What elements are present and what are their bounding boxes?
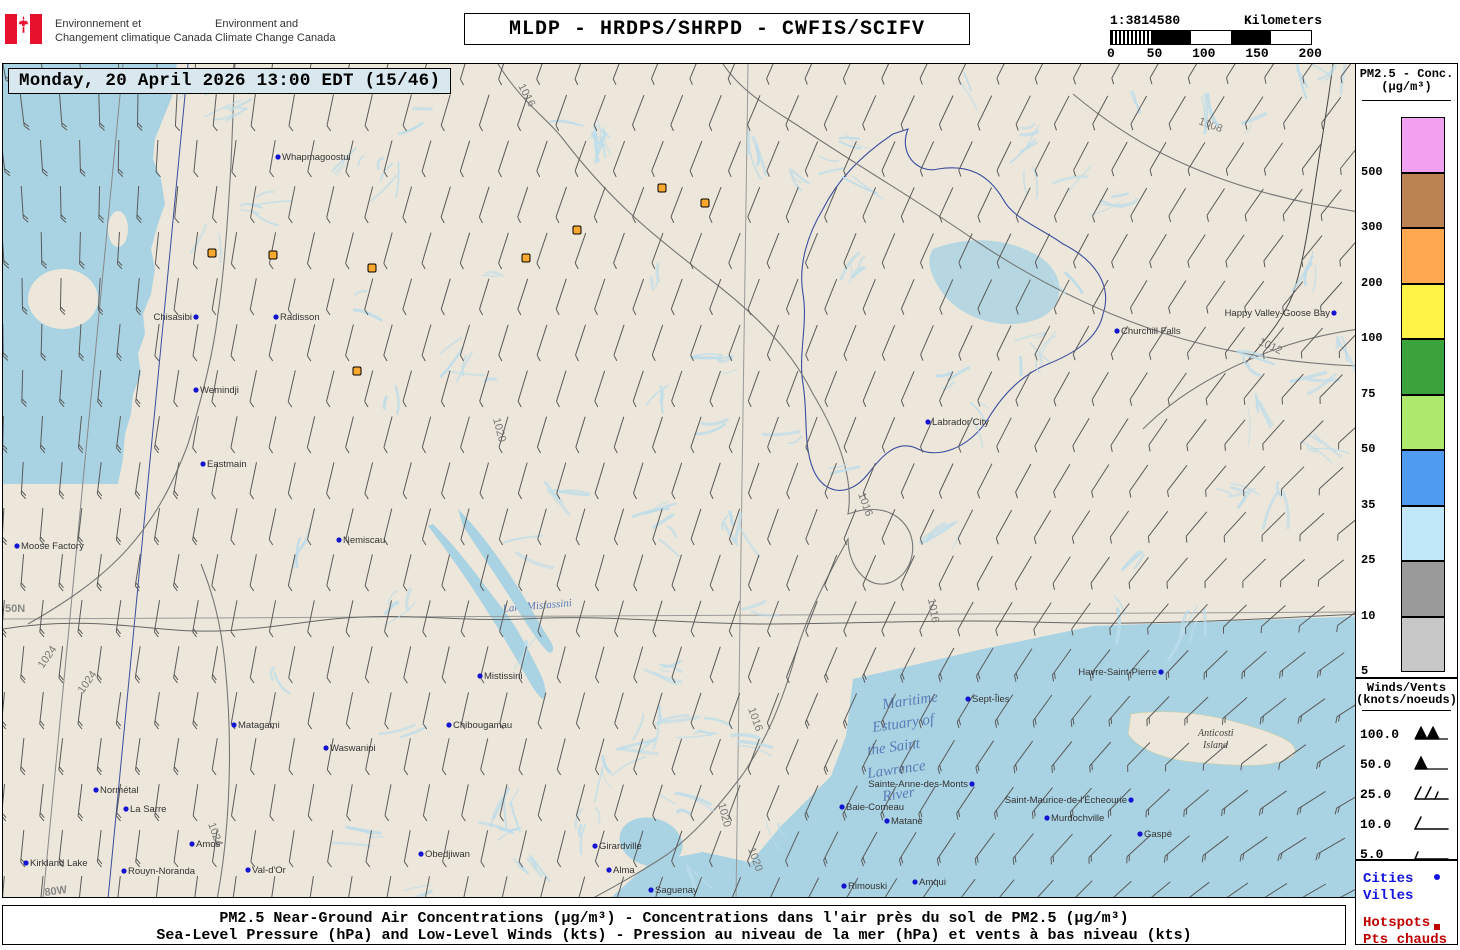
svg-text:Saguenay: Saguenay <box>655 885 698 896</box>
svg-text:Chisasibi: Chisasibi <box>153 312 192 323</box>
svg-text:Obedjiwan: Obedjiwan <box>425 849 470 860</box>
svg-text:Waswanipi: Waswanipi <box>330 743 376 754</box>
svg-text:Murdochville: Murdochville <box>1051 813 1104 824</box>
svg-text:Havre-Saint-Pierre: Havre-Saint-Pierre <box>1078 667 1157 678</box>
svg-text:Alma: Alma <box>613 865 635 876</box>
svg-text:Eastmain: Eastmain <box>207 459 247 470</box>
svg-text:1016: 1016 <box>855 491 875 518</box>
svg-text:Wemindji: Wemindji <box>200 385 239 396</box>
svg-text:Chibougamau: Chibougamau <box>453 720 512 731</box>
svg-text:50N: 50N <box>5 603 25 615</box>
svg-text:Nemiscau: Nemiscau <box>343 535 385 546</box>
svg-text:Girardville: Girardville <box>599 841 642 852</box>
svg-text:80W: 80W <box>44 884 69 898</box>
svg-text:Mistissini: Mistissini <box>484 671 523 682</box>
svg-text:Matane: Matane <box>891 816 923 827</box>
svg-text:Saint-Maurice-de-l'Écheourie: Saint-Maurice-de-l'Écheourie <box>1005 795 1127 806</box>
svg-text:Kirkland Lake: Kirkland Lake <box>30 858 88 869</box>
svg-text:Rimouski: Rimouski <box>848 881 887 892</box>
svg-text:Labrador City: Labrador City <box>932 417 989 428</box>
svg-text:1012: 1012 <box>1257 336 1284 357</box>
svg-text:Whapmagoostui: Whapmagoostui <box>282 152 351 163</box>
svg-text:1024: 1024 <box>76 669 100 696</box>
svg-text:1020: 1020 <box>490 417 508 444</box>
svg-text:Anticosti: Anticosti <box>1197 728 1234 739</box>
svg-text:1016: 1016 <box>515 82 537 109</box>
svg-text:Moose Factory: Moose Factory <box>21 541 84 552</box>
svg-text:1024: 1024 <box>36 644 60 671</box>
svg-text:Rouyn-Noranda: Rouyn-Noranda <box>128 866 196 877</box>
svg-text:Sept-Îles: Sept-Îles <box>972 694 1010 705</box>
svg-text:La Sarre: La Sarre <box>130 804 166 815</box>
svg-text:Radisson: Radisson <box>280 312 320 323</box>
svg-text:Sainte-Anne-des-Monts: Sainte-Anne-des-Monts <box>868 779 968 790</box>
svg-text:Gaspé: Gaspé <box>1144 829 1172 840</box>
svg-text:Matagami: Matagami <box>238 720 280 731</box>
svg-text:1016: 1016 <box>925 597 941 623</box>
svg-text:Baie-Comeau: Baie-Comeau <box>846 802 904 813</box>
svg-text:Amos: Amos <box>196 839 221 850</box>
svg-text:Amqui: Amqui <box>919 877 946 888</box>
svg-text:Happy Valley-Goose Bay: Happy Valley-Goose Bay <box>1225 308 1331 319</box>
svg-text:Normétal: Normétal <box>100 785 139 796</box>
svg-text:Val-d'Or: Val-d'Or <box>252 865 286 876</box>
svg-text:1020: 1020 <box>715 802 733 829</box>
svg-text:Churchill Falls: Churchill Falls <box>1121 326 1181 337</box>
svg-text:1016: 1016 <box>745 706 765 733</box>
